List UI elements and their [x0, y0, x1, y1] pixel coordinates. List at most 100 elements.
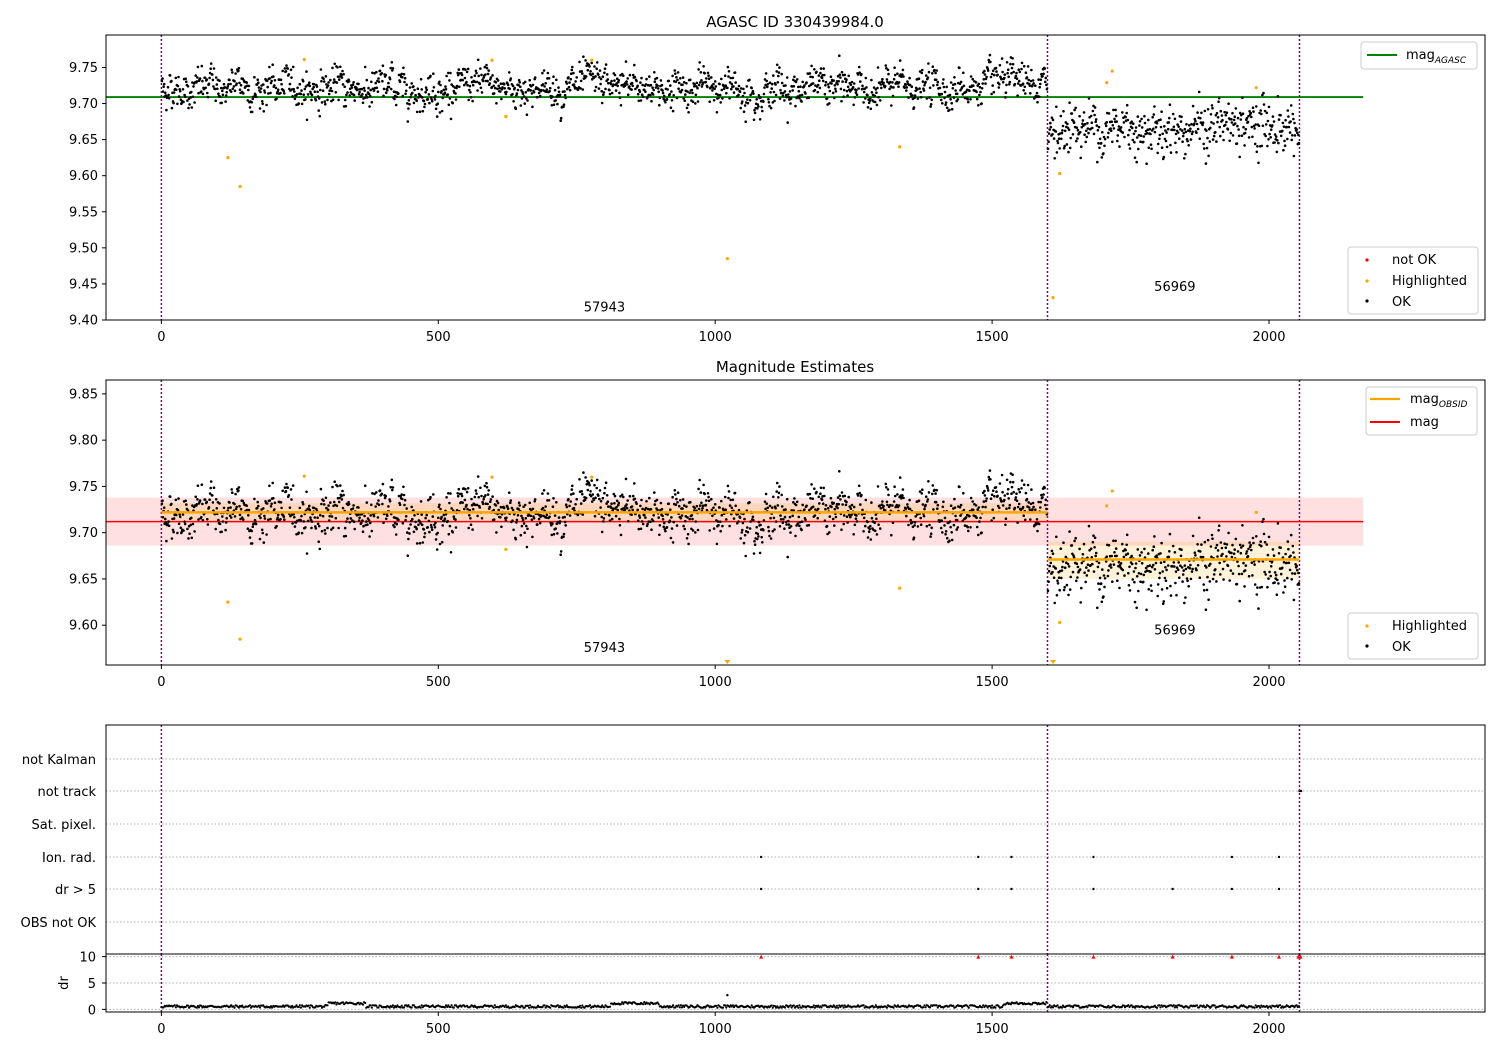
ok-point — [262, 507, 265, 510]
ok-point — [708, 529, 711, 532]
x-tick-label: 2000 — [1252, 330, 1285, 345]
ok-point — [1145, 131, 1149, 135]
ok-point — [814, 508, 817, 511]
ok-point — [1140, 551, 1143, 554]
ok-point — [1175, 151, 1178, 154]
legend-label-mag-overall: mag — [1410, 415, 1439, 430]
ok-point — [212, 67, 216, 70]
dr-point — [526, 1004, 530, 1007]
ok-point — [520, 97, 524, 100]
ok-point — [381, 79, 384, 83]
ok-point — [1055, 594, 1059, 597]
ok-point — [934, 500, 938, 504]
dr-point — [544, 1006, 547, 1009]
ok-point — [1001, 490, 1004, 494]
ok-point — [1263, 540, 1267, 544]
ok-point — [1124, 548, 1127, 552]
ok-point — [636, 84, 639, 88]
ok-point — [850, 503, 854, 507]
ok-point — [1091, 540, 1095, 544]
ok-point — [1109, 566, 1113, 569]
ok-point — [505, 516, 508, 520]
ok-point — [753, 539, 756, 543]
ok-point — [198, 77, 202, 80]
ok-point — [1262, 532, 1266, 536]
ok-point — [1133, 580, 1136, 584]
ok-point — [891, 94, 895, 98]
ok-point — [368, 521, 372, 525]
ok-point — [403, 80, 406, 84]
ok-point — [1046, 147, 1050, 151]
ok-point — [486, 493, 490, 496]
ok-point — [620, 493, 624, 497]
ok-point — [196, 498, 199, 501]
ok-point — [211, 73, 214, 76]
ok-point — [769, 91, 772, 94]
ok-point — [911, 94, 914, 97]
ok-point — [1264, 123, 1268, 126]
flag-point — [1277, 887, 1281, 891]
dr-point — [642, 1003, 645, 1006]
ok-point — [196, 76, 199, 79]
ok-point — [433, 523, 436, 526]
ok-point — [537, 91, 541, 95]
ok-point — [1211, 138, 1215, 141]
ok-point — [201, 79, 204, 83]
ok-point — [422, 528, 426, 531]
ok-point — [1209, 545, 1213, 548]
ok-point — [562, 105, 565, 109]
ok-point — [306, 93, 310, 96]
ok-point — [590, 479, 593, 482]
ok-point — [239, 83, 243, 87]
ok-point — [320, 529, 324, 533]
ok-point — [1044, 76, 1048, 80]
ok-point — [570, 68, 574, 72]
ok-point — [237, 489, 240, 492]
legend-box — [1347, 612, 1479, 660]
ok-point — [690, 514, 694, 517]
ok-point — [543, 85, 546, 88]
ok-point — [1179, 120, 1183, 123]
ok-point — [391, 486, 395, 489]
ok-point — [1234, 537, 1238, 541]
ok-point — [1194, 554, 1197, 557]
ok-point — [316, 90, 319, 94]
ok-point — [590, 78, 594, 81]
ok-point — [1175, 566, 1179, 569]
ok-point — [1251, 135, 1254, 139]
ok-point — [769, 516, 772, 520]
ok-point — [182, 100, 185, 104]
ok-point — [1180, 566, 1184, 569]
ok-point — [639, 527, 643, 531]
dr-point — [450, 1004, 453, 1007]
ok-point — [417, 523, 420, 527]
ok-point — [936, 83, 939, 87]
ok-point — [1156, 151, 1159, 155]
ok-point — [675, 76, 678, 79]
ok-point — [804, 92, 807, 95]
dr-point — [549, 1006, 552, 1009]
ok-point — [365, 501, 369, 504]
ok-point — [487, 69, 491, 72]
ok-point — [1132, 570, 1136, 573]
ok-point — [394, 103, 398, 107]
ok-point — [365, 520, 368, 523]
ok-point — [429, 523, 433, 527]
ok-point — [618, 517, 621, 521]
ok-point — [1138, 120, 1142, 123]
ok-point — [956, 98, 960, 101]
ok-point — [1063, 129, 1067, 133]
ok-point — [1031, 501, 1035, 505]
ok-point — [851, 85, 855, 89]
ok-point — [861, 84, 864, 88]
ok-point — [945, 106, 949, 110]
ok-point — [1103, 577, 1107, 580]
ok-point — [213, 87, 217, 91]
ok-point — [391, 488, 394, 492]
ok-point — [693, 506, 696, 510]
ok-point — [931, 72, 934, 75]
ok-point — [1025, 76, 1029, 79]
ok-point — [762, 92, 766, 96]
ok-point — [918, 490, 922, 493]
ok-point — [1226, 128, 1230, 131]
